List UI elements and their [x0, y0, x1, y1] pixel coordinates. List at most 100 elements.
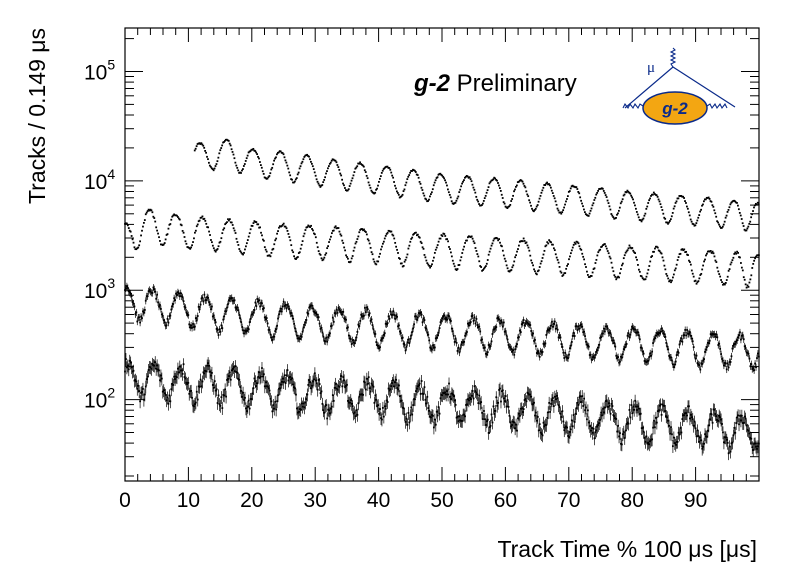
- data-point: [396, 192, 399, 194]
- data-point: [501, 245, 503, 248]
- data-point: [600, 187, 602, 190]
- data-point: [556, 259, 559, 261]
- data-point: [434, 248, 437, 251]
- data-point: [626, 189, 629, 192]
- data-point: [410, 238, 413, 240]
- data-point: [664, 217, 667, 220]
- data-point: [424, 256, 427, 259]
- data-point: [212, 169, 215, 172]
- data-point: [601, 245, 603, 248]
- data-point: [344, 189, 347, 191]
- data-point: [560, 212, 563, 215]
- data-point: [333, 159, 336, 162]
- data-point: [497, 239, 500, 242]
- x-tick-label: 80: [621, 489, 644, 512]
- data-point: [549, 186, 552, 189]
- data-point: [581, 202, 583, 205]
- data-point: [276, 232, 278, 235]
- data-point: [647, 268, 650, 271]
- data-point: [198, 142, 201, 145]
- data-point: [364, 231, 367, 233]
- data-point: [661, 209, 664, 211]
- data-point: [245, 157, 248, 160]
- data-point: [612, 216, 615, 218]
- data-point: [739, 214, 742, 217]
- data-point: [248, 232, 251, 235]
- data-point: [460, 185, 463, 188]
- data-point: [409, 240, 412, 243]
- data-point: [417, 176, 420, 179]
- data-point: [511, 198, 514, 200]
- data-point: [513, 260, 516, 263]
- data-point: [654, 193, 657, 196]
- data-point: [465, 239, 467, 242]
- data-point: [438, 173, 441, 175]
- data-point: [461, 252, 464, 254]
- data-point: [494, 237, 497, 240]
- data-point: [588, 276, 591, 278]
- data-point: [146, 210, 149, 212]
- data-point: [265, 250, 268, 253]
- data-point: [675, 200, 678, 203]
- data-point: [203, 217, 206, 220]
- data-point: [361, 228, 364, 230]
- y-tick-exp: 2: [107, 385, 115, 401]
- data-point: [720, 279, 722, 281]
- data-point: [662, 212, 665, 215]
- data-point: [535, 205, 538, 208]
- data-point: [533, 209, 536, 211]
- data-point: [466, 175, 469, 178]
- data-point: [443, 177, 446, 180]
- data-point: [602, 190, 605, 192]
- data-point: [393, 237, 396, 240]
- data-point: [434, 179, 437, 182]
- data-point: [416, 174, 419, 176]
- data-point: [485, 191, 488, 194]
- data-point: [388, 167, 391, 169]
- data-point: [451, 202, 454, 205]
- data-point: [567, 191, 570, 193]
- data-point: [559, 270, 562, 273]
- data-point: [494, 177, 497, 180]
- data-point: [471, 183, 474, 186]
- data-point: [163, 242, 166, 244]
- data-point: [298, 167, 301, 170]
- data-point: [667, 222, 669, 225]
- data-point: [724, 216, 727, 219]
- data-point: [738, 212, 741, 214]
- data-point: [168, 223, 171, 226]
- data-point: [156, 229, 159, 232]
- data-point: [481, 204, 483, 206]
- data-point: [235, 164, 238, 167]
- data-point: [691, 272, 694, 275]
- data-point: [662, 259, 665, 262]
- data-point: [269, 255, 272, 258]
- data-point: [703, 198, 706, 201]
- data-point: [237, 169, 240, 172]
- data-point: [227, 139, 230, 142]
- data-point: [305, 226, 308, 229]
- data-point: [380, 171, 383, 174]
- data-point: [745, 229, 748, 232]
- y-tick-exp: 4: [107, 166, 115, 182]
- data-point: [419, 182, 422, 185]
- data-point: [313, 232, 315, 235]
- data-point: [330, 232, 333, 235]
- data-point: [429, 266, 432, 269]
- data-point: [369, 246, 372, 249]
- data-point: [357, 162, 360, 165]
- data-point: [693, 224, 696, 227]
- data-point: [677, 197, 680, 200]
- data-point: [609, 208, 612, 211]
- data-point: [757, 254, 760, 257]
- data-point: [727, 269, 730, 272]
- data-point: [530, 259, 533, 262]
- data-point: [290, 178, 292, 181]
- data-point: [736, 202, 738, 204]
- data-point: [228, 219, 230, 222]
- data-point: [481, 202, 484, 205]
- data-point: [201, 215, 204, 218]
- data-point: [215, 163, 218, 165]
- data-point: [283, 225, 286, 228]
- data-point: [568, 258, 570, 261]
